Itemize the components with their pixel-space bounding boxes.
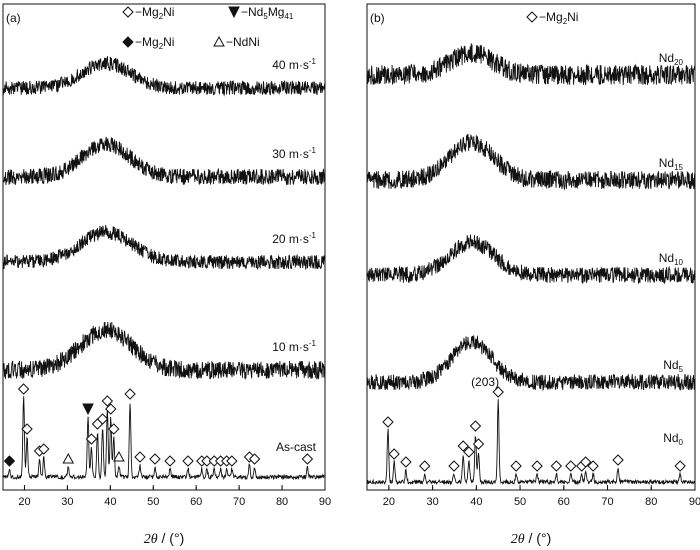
peak-marker xyxy=(82,403,94,416)
series-line xyxy=(2,396,326,481)
peak-marker xyxy=(674,460,686,472)
peak-marker xyxy=(182,455,194,467)
peak-marker xyxy=(472,438,485,450)
legend-entry: −Mg2Ni xyxy=(539,10,578,26)
x-tick-label: 20 xyxy=(18,496,30,508)
x-tick-label: 90 xyxy=(689,496,700,508)
series-line xyxy=(366,399,696,486)
x-tick-label: 50 xyxy=(514,496,526,508)
legend-entry: −NdNi xyxy=(226,35,260,49)
series-line xyxy=(2,225,326,270)
x-tick-label: 90 xyxy=(319,496,331,508)
legend-marker xyxy=(228,6,240,19)
series-label: 40 m·s-1 xyxy=(272,57,316,72)
x-tick-label: 40 xyxy=(104,496,116,508)
x-tick-label: 50 xyxy=(147,496,159,508)
peak-marker xyxy=(388,448,400,460)
peak-marker xyxy=(382,416,394,428)
peak-marker xyxy=(469,420,482,432)
legend-entry: −Nd5Mg41 xyxy=(241,5,294,21)
series-line xyxy=(366,43,696,86)
peak-marker xyxy=(101,395,114,407)
x-tick-label: 30 xyxy=(61,496,73,508)
peak-marker xyxy=(531,460,543,472)
peak-marker xyxy=(124,388,136,400)
panel-label: (b) xyxy=(370,11,385,25)
peak-marker xyxy=(17,383,30,395)
plot-frame xyxy=(366,3,696,491)
peak-marker xyxy=(550,460,563,472)
series-label: Nd15 xyxy=(659,156,684,172)
series-line xyxy=(366,335,696,392)
series-line xyxy=(2,136,326,186)
series-line xyxy=(366,133,696,191)
panel-label: (a) xyxy=(6,11,21,25)
peak-annotation: (203) xyxy=(471,375,499,389)
series-label: 20 m·s-1 xyxy=(272,231,316,246)
peak-marker xyxy=(463,446,475,458)
series-line xyxy=(2,321,326,381)
peak-marker xyxy=(105,403,117,415)
x-tick-label: 20 xyxy=(383,496,395,508)
peak-marker xyxy=(3,455,16,467)
x-tick-label: 80 xyxy=(645,496,657,508)
series-label: Nd5 xyxy=(663,358,683,374)
x-tick-label: 60 xyxy=(190,496,202,508)
series-label: As-cast xyxy=(276,440,317,454)
panel-a: 20 30 40 50 60 70 80 90 2θ / (°) (a) −Mg2Ni −Nd5Mg4… xyxy=(2,3,331,547)
peak-marker xyxy=(108,423,120,435)
series-line xyxy=(366,234,696,285)
peak-marker xyxy=(579,456,592,468)
series-label: Nd10 xyxy=(659,251,684,267)
peak-marker xyxy=(612,454,624,466)
x-tick-label: 70 xyxy=(601,496,613,508)
legend-marker xyxy=(526,11,538,23)
x-axis-label: 2θ / (°) xyxy=(144,530,184,547)
peak-marker xyxy=(301,453,314,465)
x-tick-label: 70 xyxy=(233,496,245,508)
peak-marker xyxy=(113,450,125,462)
peak-marker xyxy=(457,440,469,452)
peak-marker xyxy=(248,453,261,465)
legend-entry: −Mg2Ni xyxy=(135,5,174,21)
legend-marker xyxy=(213,35,225,47)
x-axis-label: 2θ / (°) xyxy=(511,530,551,547)
x-tick-label: 60 xyxy=(558,496,570,508)
peak-marker xyxy=(62,452,75,464)
series-label: 10 m·s-1 xyxy=(272,339,316,354)
plot-frame xyxy=(2,3,326,491)
peak-marker xyxy=(565,460,577,472)
peak-marker xyxy=(226,455,238,467)
series-label: Nd0 xyxy=(663,431,683,447)
peak-marker xyxy=(419,460,431,472)
series-line xyxy=(2,56,326,97)
peak-marker xyxy=(96,413,109,425)
peak-marker xyxy=(21,423,33,435)
x-tick-label: 80 xyxy=(276,496,288,508)
peak-marker xyxy=(149,453,161,465)
peak-marker xyxy=(448,460,460,472)
peak-marker xyxy=(587,460,599,472)
peak-marker xyxy=(85,433,98,445)
panel-b: 20 30 40 50 60 70 80 90 2θ / (°) (b) −Mg2Ni Nd20 Nd1… xyxy=(366,3,700,547)
series-label: 30 m·s-1 xyxy=(272,146,316,161)
peak-marker xyxy=(492,386,504,398)
legend-marker xyxy=(122,6,134,18)
peak-marker xyxy=(164,455,176,467)
legend-entry: −Mg2Ni xyxy=(135,35,174,51)
x-tick-label: 30 xyxy=(426,496,438,508)
peak-marker xyxy=(400,456,412,468)
series-label: Nd20 xyxy=(659,51,684,67)
peak-marker xyxy=(134,451,146,463)
peak-marker xyxy=(38,443,50,455)
legend-marker xyxy=(122,36,134,48)
peak-marker xyxy=(510,460,522,472)
x-tick-label: 40 xyxy=(470,496,482,508)
